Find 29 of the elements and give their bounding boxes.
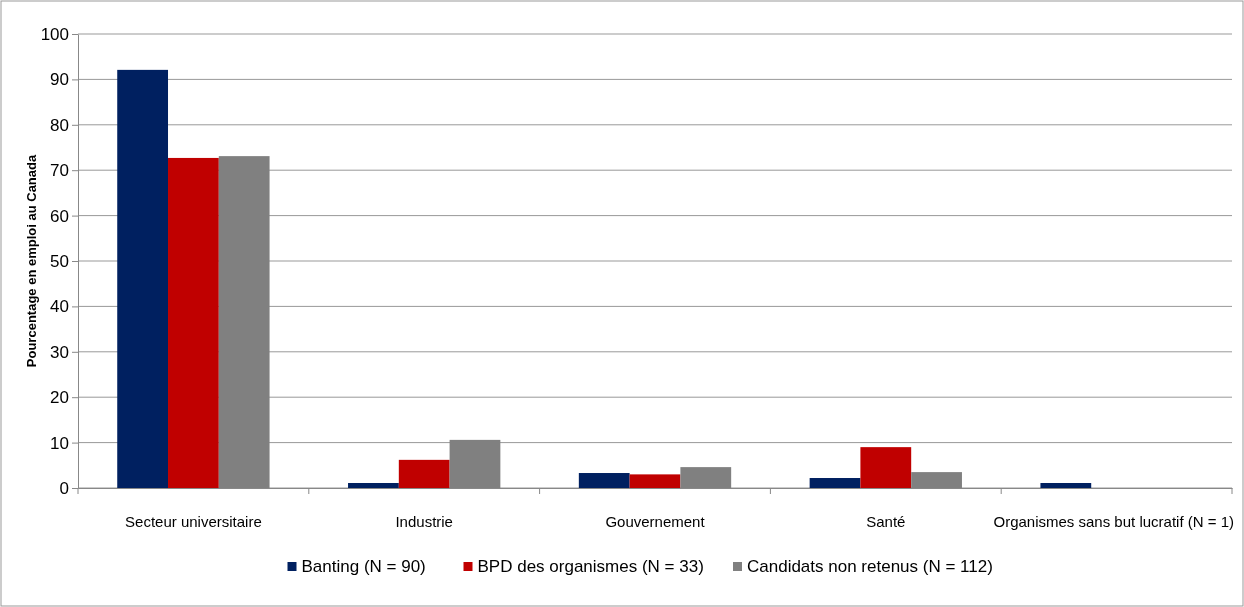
y-tick-label: 50 — [50, 251, 69, 271]
legend-label: Candidats non retenus (N = 112) — [747, 557, 993, 576]
y-axis-title: Pourcentage en emploi au Canada — [24, 154, 39, 368]
bar — [809, 478, 861, 488]
y-tick-label: 80 — [50, 115, 69, 135]
legend-label: BPD des organismes (N = 33) — [477, 557, 704, 576]
y-tick-label: 10 — [50, 433, 69, 453]
y-tick-label: 90 — [50, 70, 69, 90]
x-tick-label: Gouvernement — [605, 512, 706, 530]
y-tick-label: 100 — [40, 24, 69, 44]
legend-label: Banting (N = 90) — [301, 557, 426, 576]
y-tick-label: 60 — [50, 206, 69, 226]
x-tick-label: Organismes sans but lucratif (N = 1) — [993, 512, 1234, 530]
bar — [629, 474, 681, 488]
x-tick-label: Secteur universitaire — [125, 512, 262, 530]
x-tick-label: Santé — [866, 512, 906, 530]
bar — [1040, 483, 1092, 488]
bar — [348, 483, 399, 488]
y-tick-label: 70 — [50, 161, 69, 181]
bar — [168, 157, 219, 488]
bar — [398, 459, 450, 488]
bar — [578, 473, 630, 488]
y-tick-label: 30 — [50, 342, 69, 362]
y-tick-label: 20 — [50, 388, 69, 408]
x-tick-label: Industrie — [395, 512, 453, 530]
y-tick-label: 40 — [50, 297, 69, 317]
bar — [117, 69, 169, 488]
y-tick-label: 0 — [59, 478, 69, 498]
bar — [860, 447, 912, 488]
